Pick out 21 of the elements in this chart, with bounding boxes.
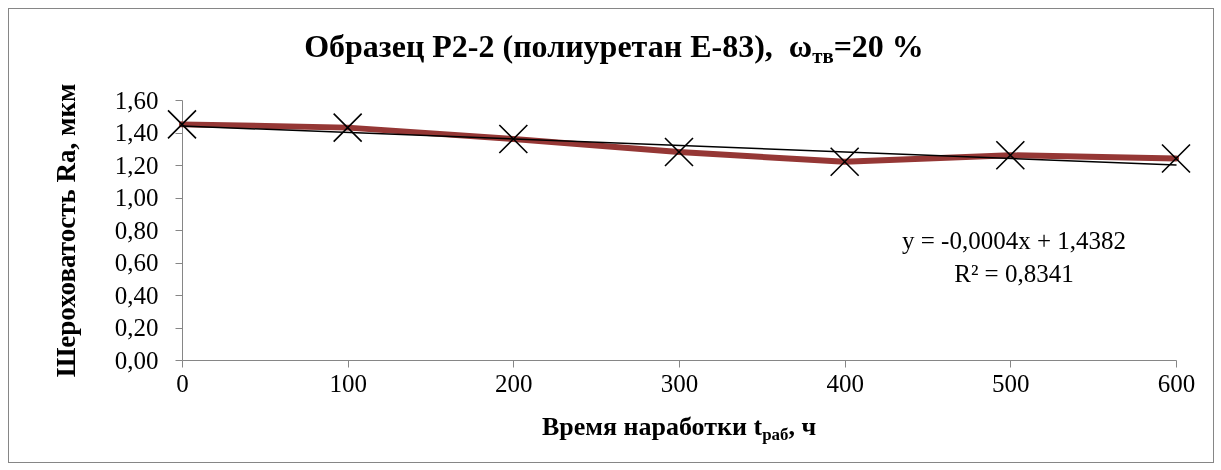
x-tick-label: 0 — [176, 369, 189, 397]
x-tick-label: 200 — [495, 369, 533, 397]
chart-title: Образец Р2-2 (полиуретан Е-83), ω$_{тв}$=20 % — [304, 28, 924, 68]
x-tick-label: 400 — [826, 369, 864, 397]
x-tick-label: 300 — [660, 369, 699, 397]
y-tick-label: 1,20 — [114, 151, 159, 179]
y-tick-label: 1,00 — [114, 184, 159, 211]
y-tick-label: 0,20 — [114, 314, 159, 341]
y-tick-label: 0,00 — [114, 346, 159, 374]
y-tick-label: 1,40 — [114, 119, 159, 146]
y-tick-label: 0,60 — [114, 249, 159, 276]
x-tick-label: 100 — [329, 369, 367, 397]
y-tick-label: 1,60 — [114, 86, 159, 114]
annotation: y = -0,0004x + 1,4382 — [901, 227, 1126, 256]
y-tick-label: 0,80 — [114, 216, 159, 244]
y-axis-title: Шероховатость Ra, мкм — [50, 83, 81, 378]
y-tick-label: 0,40 — [114, 281, 159, 309]
x-tick-label: 600 — [1157, 369, 1196, 397]
x-tick-label: 500 — [992, 369, 1030, 397]
annotation: R² = 0,8341 — [954, 260, 1074, 289]
x-axis-title: Время наработки t$_{раб}$, ч — [541, 412, 817, 445]
